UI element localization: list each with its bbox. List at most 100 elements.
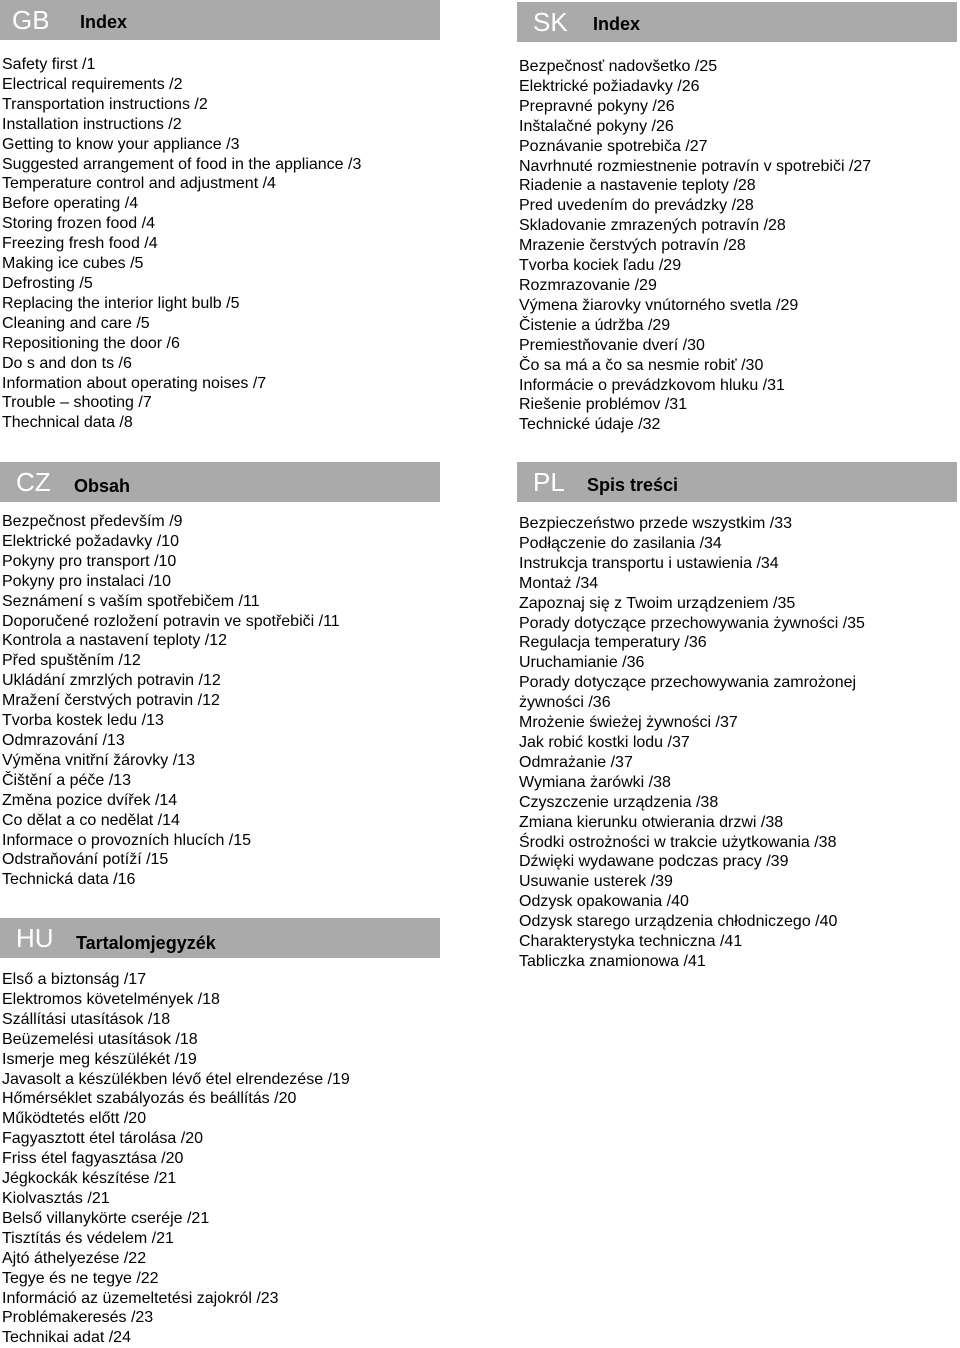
index-entry: Friss étel fagyasztása /20 [2,1150,184,1168]
language-code: HU [16,923,54,953]
index-entry: Regulacja temperatury /36 [519,634,707,652]
index-entry: Czyszczenie urządzenia /38 [519,793,719,811]
index-list: Bezpečnost především /9 Elektrické požada… [2,512,340,890]
index-entry: Electrical requirements /2 [2,75,183,93]
index-entry: Čištění a péče /13 [2,771,131,789]
index-entry: Kontrola a nastavení teploty /12 [2,632,228,650]
section-title: Obsah [74,476,131,496]
index-entry: Wymiana żarówki /38 [519,773,671,791]
index-entry: Beüzemelési utasítások /18 [2,1030,198,1048]
index-entry: Pokyny pro transport /10 [2,552,177,570]
index-entry: Safety first /1 [2,56,96,73]
index-entry: Riešenie problémov /31 [519,396,688,414]
section-title: Tartalomjegyzék [76,933,216,953]
section-title: Index [593,14,641,34]
index-entry: Odmrazování /13 [2,731,125,749]
index-entry: Bezpečnosť nadovšetko /25 [519,58,718,75]
index-section-pl: PL Spis treści Bezpieczeństwo przede wsz… [517,462,957,970]
index-entry: Tvorba kociek ľadu /29 [519,257,682,275]
index-entry: Javasolt a készülékben lévő étel elrende… [2,1070,350,1088]
language-code: GB [12,5,50,35]
index-list: Safety first /1 Electrical requirements /… [2,55,361,433]
section-header: GB Index [0,0,440,40]
index-entry: Skladovanie zmrazených potravín /28 [519,217,786,235]
language-code: PL [533,467,565,497]
index-entry: Výměna vnitřní žárovky /13 [2,751,195,769]
index-entry: Dźwięki wydawane podczas pracy /39 [519,853,789,871]
index-list: Bezpečnosť nadovšetko /25 Elektrické poži… [519,57,871,435]
index-entry: Usuwanie usterek /39 [519,873,673,891]
index-entry: Co dělat a co nedělat /14 [2,811,180,829]
index-entry: Charakterystyka techniczna /41 [519,933,743,951]
index-entry: Instrukcja transportu i ustawienia /34 [519,554,779,572]
index-entry: Poznávanie spotrebiča /27 [519,137,708,155]
index-entry: Temperature control and adjustment /4 [2,175,276,193]
index-entry: Működtetés előtt /20 [2,1110,147,1128]
index-entry: Čistenie a údržba /29 [519,316,671,334]
index-entry: Premiestňovanie dverí /30 [519,336,705,354]
index-entry: Seznámení s vaším spotřebičem /11 [2,592,260,610]
index-entry: Změna pozice dvířek /14 [2,791,178,809]
index-entry: Ismerje meg készülékét /19 [2,1050,197,1068]
index-entry: Storing frozen food /4 [2,215,155,233]
section-header: PL Spis treści [517,462,957,502]
index-entry: Montaż /34 [519,574,599,592]
index-entry: Tvorba kostek ledu /13 [2,712,164,730]
index-entry: Ajtó áthelyezése /22 [2,1249,147,1267]
index-entry: Cleaning and care /5 [2,314,150,332]
index-entry: Odzysk starego urządzenia chłodniczego /… [519,913,838,931]
index-entry: Information about operating noises /7 [2,374,267,392]
index-entry: Szállítási utasítások /18 [2,1010,171,1028]
index-entry: Installation instructions /2 [2,115,182,133]
section-header: CZ Obsah [0,462,440,502]
index-entry: żywności /36 [519,694,611,712]
index-entry: Repositioning the door /6 [2,334,180,352]
index-entry: Před spuštěním /12 [2,652,141,670]
index-entry: Porady dotyczące przechowywania zamrożon… [519,674,857,692]
index-entry: Belső villanykörte cseréje /21 [2,1209,210,1227]
index-entry: Fagyasztott étel tárolása /20 [2,1130,203,1148]
index-entry: Pred uvedením do prevádzky /28 [519,197,754,215]
index-entry: Porady dotyczące przechowywania żywności… [519,614,865,632]
index-entry: Doporučené rozložení potravin ve spotřeb… [2,612,340,630]
index-entry: Tisztítás és védelem /21 [2,1229,174,1247]
index-entry: Podłączenie do zasilania /34 [519,534,722,552]
language-code: CZ [16,467,51,497]
index-entry: Inštalačné pokyny /26 [519,117,674,135]
index-entry: Tabliczka znamionowa /41 [519,952,706,970]
index-entry: Kiolvasztás /21 [2,1189,110,1207]
index-entry: Replacing the interior light bulb /5 [2,294,240,312]
index-entry: Pokyny pro instalaci /10 [2,572,171,590]
index-entry: Hőmérséklet szabályozás és beállítás /20 [2,1090,297,1108]
index-entry: Technická data /16 [2,871,136,889]
index-entry: Elektrické požiadavky /26 [519,77,700,95]
index-section-cz: CZ Obsah Bezpečnost především /9 Elektric… [0,462,440,888]
index-entry: Do s and don ts /6 [2,354,132,372]
index-entry: Technické údaje /32 [519,416,661,434]
index-entry: Freezing fresh food /4 [2,235,158,253]
index-entry: Első a biztonság /17 [2,971,147,988]
index-entry: Mrazenie čerstvých potravín /28 [519,237,746,255]
index-entry: Mrożenie świeżej żywności /37 [519,714,738,732]
language-code: SK [533,7,568,37]
index-entry: Informácie o prevádzkovom hluku /31 [519,376,785,394]
section-header: HU Tartalomjegyzék [0,918,440,958]
index-entry: Before operating /4 [2,195,139,213]
index-entry: Elektrické požadavky /10 [2,532,179,550]
index-entry: Čo sa má a čo sa nesmie robiť /30 [519,356,764,374]
index-entry: Suggested arrangement of food in the app… [2,155,362,173]
index-entry: Thechnical data /8 [2,414,133,432]
index-entry: Navrhnuté rozmiestnenie potravín v spotr… [519,157,872,175]
index-entry: Információ az üzemeltetési zajokról /23 [2,1289,279,1307]
index-entry: Ukládání zmrzlých potravin /12 [2,672,221,690]
index-entry: Jégkockák készítése /21 [2,1170,177,1188]
index-entry: Środki ostrożności w trakcie użytkowania… [519,833,837,851]
index-section-gb: GB Index Safety first /1 Electrical requi… [0,0,440,431]
index-entry: Bezpieczeństwo przede wszystkim /33 [519,515,792,532]
index-entry: Informace o provozních hlucích /15 [2,831,252,849]
index-entry: Mražení čerstvých potravin /12 [2,692,220,710]
index-entry: Odstraňování potíží /15 [2,851,169,869]
index-entry: Odzysk opakowania /40 [519,893,689,911]
index-entry: Rozmrazovanie /29 [519,276,657,294]
index-entry: Problémakeresés /23 [2,1309,154,1327]
